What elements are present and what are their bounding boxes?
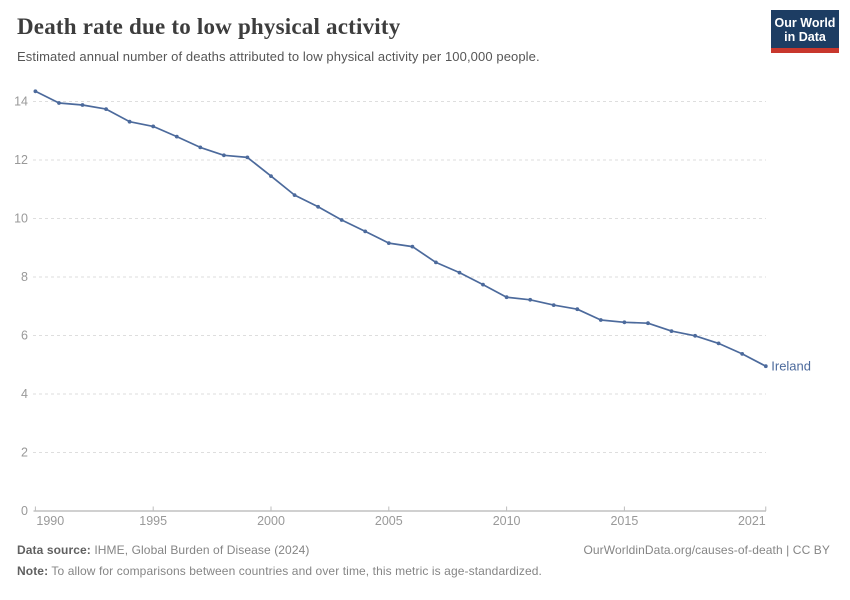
data-point <box>410 244 415 249</box>
y-tick-label: 8 <box>21 270 28 284</box>
note-text: To allow for comparisons between countri… <box>51 564 542 578</box>
data-point <box>669 329 674 333</box>
y-tick-label: 6 <box>21 329 28 343</box>
data-point <box>104 107 108 111</box>
footer-row-1: Data source: IHME, Global Burden of Dise… <box>17 543 830 557</box>
x-tick-label: 2010 <box>493 514 521 528</box>
data-point <box>457 270 462 275</box>
footer-link[interactable]: OurWorldinData.org/causes-of-death | CC … <box>583 543 830 557</box>
data-point <box>33 89 38 94</box>
y-tick-label: 4 <box>21 387 28 401</box>
data-point <box>740 352 745 356</box>
y-tick-label: 0 <box>21 504 28 518</box>
data-source: Data source: IHME, Global Burden of Dise… <box>17 543 309 557</box>
data-point <box>716 341 721 346</box>
data-point <box>622 320 627 325</box>
data-point <box>551 303 556 307</box>
line-chart: 0 2 4 6 8 10 12 14 1990 1995 2000 2005 2010 2015 2021 I… <box>14 89 811 528</box>
y-tick-label: 14 <box>14 95 28 109</box>
chart-subtitle: Estimated annual number of deaths attrib… <box>17 49 540 64</box>
page-title: Death rate due to low physical activity <box>17 14 401 39</box>
data-point <box>598 318 603 322</box>
logo-line1: Our World <box>774 16 836 30</box>
data-point <box>339 218 344 222</box>
x-tick-label: 2015 <box>610 514 638 528</box>
owid-logo[interactable]: Our World in Data <box>771 10 839 53</box>
data-source-text: IHME, Global Burden of Disease (2024) <box>94 543 310 557</box>
data-point <box>575 307 580 312</box>
data-point <box>316 204 320 209</box>
data-point <box>80 103 85 107</box>
data-point <box>57 101 61 105</box>
footer-note: Note: To allow for comparisons between c… <box>17 564 542 578</box>
data-point <box>481 282 485 287</box>
data-point <box>127 119 132 124</box>
logo-line2: in Data <box>784 30 826 44</box>
x-tick-label: 2000 <box>257 514 285 528</box>
data-point <box>292 193 297 197</box>
footer-row-2: Note: To allow for comparisons between c… <box>17 564 830 578</box>
data-point <box>504 295 509 300</box>
data-source-label: Data source: <box>17 543 91 557</box>
data-point <box>245 155 250 160</box>
x-tick-label: 2021 <box>738 514 766 528</box>
data-point <box>198 145 203 150</box>
chart-footer: Data source: IHME, Global Burden of Dise… <box>17 543 830 585</box>
y-tick-label: 2 <box>21 446 28 460</box>
data-point <box>763 364 768 369</box>
data-point <box>363 229 368 234</box>
y-tick-label: 10 <box>14 212 28 226</box>
x-tick-label: 1995 <box>139 514 167 528</box>
data-point <box>151 124 156 129</box>
data-point <box>693 333 697 338</box>
data-point <box>222 153 226 158</box>
data-point <box>386 241 391 246</box>
series-label: Ireland <box>771 359 811 374</box>
data-point <box>434 260 438 265</box>
data-point <box>174 134 179 139</box>
x-tick-label: 2005 <box>375 514 403 528</box>
chart-header: Death rate due to low physical activity … <box>17 14 757 64</box>
data-line <box>34 90 767 368</box>
data-point <box>528 297 533 302</box>
y-tick-label: 12 <box>14 153 28 167</box>
data-point <box>269 174 273 178</box>
x-tick-label: 1990 <box>36 514 64 528</box>
data-point <box>646 321 650 326</box>
note-label: Note: <box>17 564 49 578</box>
